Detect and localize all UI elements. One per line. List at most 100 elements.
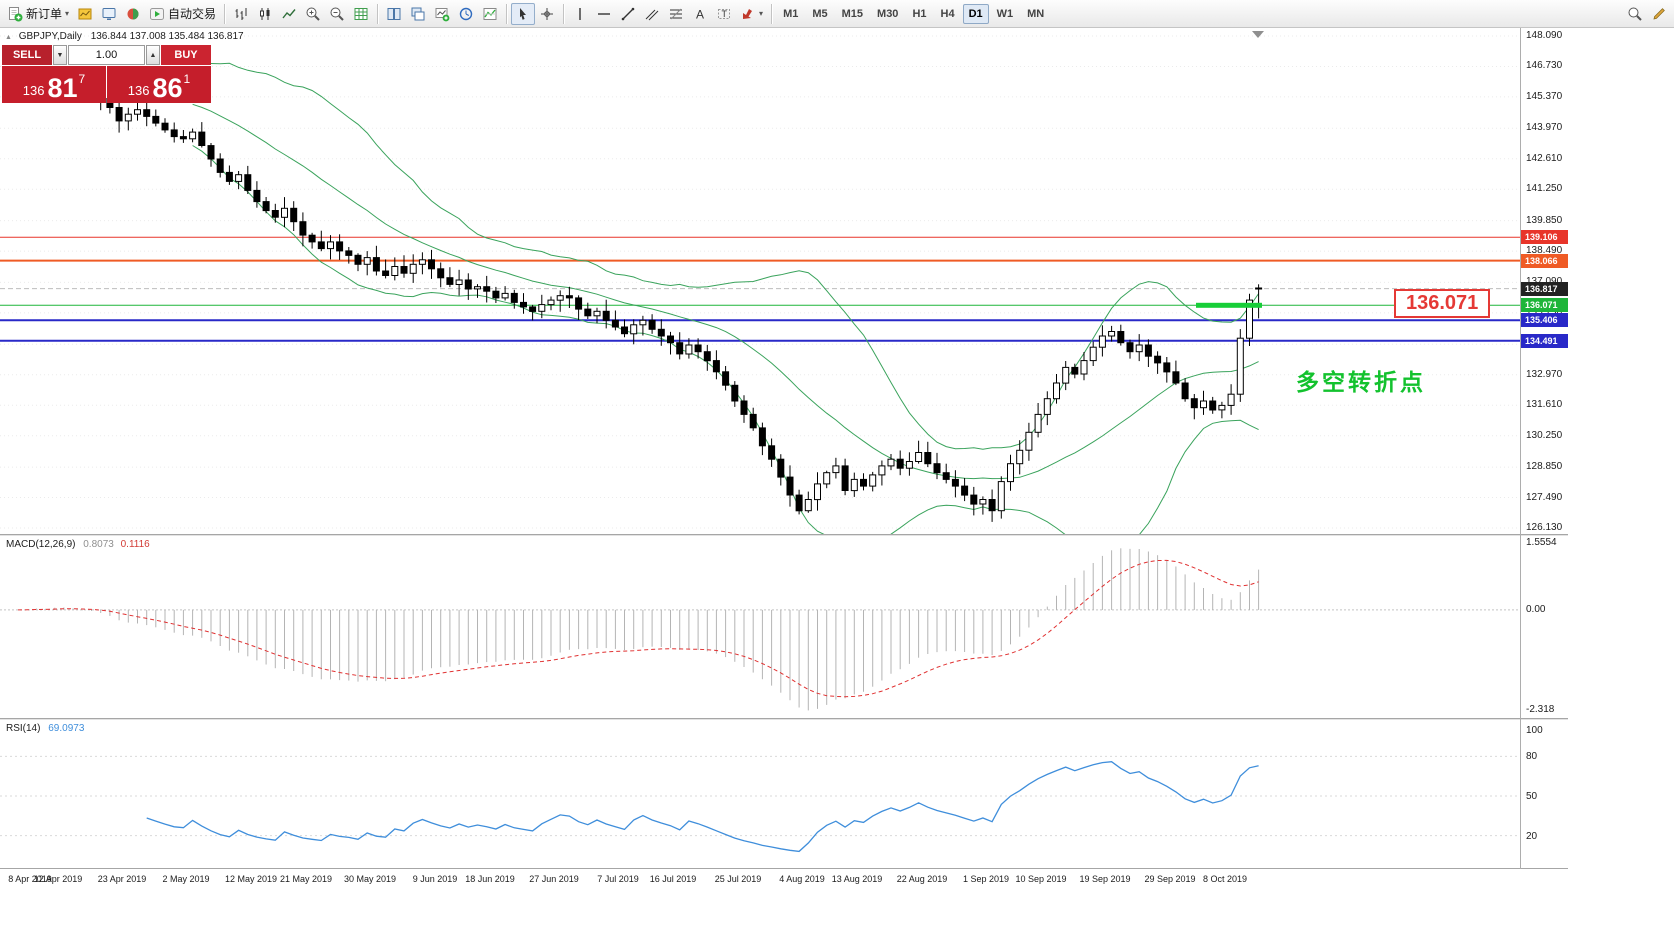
bar-chart-button[interactable] xyxy=(229,3,253,25)
time-axis-label: 12 Apr 2019 xyxy=(33,874,83,884)
chart-title: ▲ GBPJPY,Daily 136.844 137.008 135.484 1… xyxy=(5,31,244,42)
autotrade-play-icon xyxy=(150,7,165,20)
monitor-icon xyxy=(102,7,116,20)
panel-separator[interactable] xyxy=(0,718,1568,720)
cursor-icon xyxy=(520,7,527,20)
grid-toggle-button[interactable] xyxy=(349,3,373,25)
price-annotation-box: 136.071 xyxy=(1394,289,1491,318)
chart-profile-button[interactable] xyxy=(73,3,97,25)
dropdown-caret-icon: ▾ xyxy=(759,9,764,18)
timeframe-h1-button[interactable]: H1 xyxy=(912,7,927,20)
timeframe-d1-button[interactable]: D1 xyxy=(962,3,989,24)
arrows-tool-button[interactable]: ▾ xyxy=(736,3,767,25)
sell-price-point: 7 xyxy=(78,72,86,86)
timeframe-mn-button[interactable]: MN xyxy=(1027,7,1045,20)
horizontal-line-icon xyxy=(598,12,611,15)
new-order-button[interactable]: 新订单 ▾ xyxy=(3,3,73,25)
crosshair-icon xyxy=(541,7,554,20)
data-window-icon xyxy=(127,8,139,19)
sell-button[interactable]: SELL xyxy=(2,45,52,65)
one-click-trade-panel: SELL ▼ 1.00 ▲ BUY 136 81 7 136 86 1 xyxy=(2,45,211,103)
sell-price-button[interactable]: 136 81 7 xyxy=(2,66,106,103)
channel-icon xyxy=(645,9,659,20)
svg-text:A: A xyxy=(696,7,704,21)
time-axis[interactable]: 8 Apr 2019 12 Apr 2019 23 Apr 2019 2 May 20… xyxy=(0,868,1568,893)
toolbar-separator xyxy=(563,3,565,24)
panel-separator[interactable] xyxy=(0,534,1568,536)
cascade-windows-button[interactable] xyxy=(406,3,430,25)
trendline-tool-button[interactable] xyxy=(616,3,640,25)
buy-price-main: 136 xyxy=(127,82,150,98)
crosshair-tool-button[interactable] xyxy=(535,3,559,25)
autotrade-label: 自动交易 xyxy=(168,7,217,21)
time-axis-label: 10 Sep 2019 xyxy=(1015,874,1067,884)
new-chart-button[interactable] xyxy=(430,3,454,25)
svg-text:T: T xyxy=(722,9,728,19)
macd-header: MACD(12,26,9) 0.8073 0.1116 xyxy=(6,539,150,550)
ohlc-values: 136.844 137.008 135.484 136.817 xyxy=(90,31,244,42)
zoom-in-button[interactable] xyxy=(301,3,325,25)
vertical-line-icon xyxy=(579,7,581,20)
buy-button[interactable]: BUY xyxy=(161,45,211,65)
macd-chart[interactable] xyxy=(0,536,1520,718)
profile-icon xyxy=(78,8,92,19)
zoom-out-button[interactable] xyxy=(325,3,349,25)
timeframe-m5-button[interactable]: M5 xyxy=(812,7,828,20)
timeframe-m1-button[interactable]: M1 xyxy=(783,7,799,20)
timeframe-h4-button[interactable]: H4 xyxy=(940,7,955,20)
candlestick-chart-button[interactable] xyxy=(253,3,277,25)
fibonacci-tool-button[interactable] xyxy=(664,3,688,25)
timeframe-w1-button[interactable]: W1 xyxy=(996,7,1014,20)
vertical-line-tool-button[interactable] xyxy=(568,3,592,25)
indicators-button[interactable] xyxy=(478,3,502,25)
pencil-icon xyxy=(1653,7,1665,20)
edit-button[interactable] xyxy=(1647,3,1671,25)
arrow-shape-icon xyxy=(743,8,753,19)
line-chart-button[interactable] xyxy=(277,3,301,25)
symbol-label: GBPJPY,Daily xyxy=(18,31,82,42)
spinner-down-icon: ▼ xyxy=(56,51,64,59)
time-axis-label: 1 Sep 2019 xyxy=(962,874,1010,884)
tile-windows-button[interactable] xyxy=(382,3,406,25)
market-watch-button[interactable] xyxy=(97,3,121,25)
time-axis-label: 8 Apr 2019 xyxy=(8,874,52,884)
volume-down-button[interactable]: ▼ xyxy=(53,45,67,65)
tile-windows-icon xyxy=(387,7,401,20)
volume-up-button[interactable]: ▲ xyxy=(146,45,160,65)
new-order-icon xyxy=(9,6,23,21)
candlestick-chart[interactable] xyxy=(0,28,1520,552)
timeframe-m15-button[interactable]: M15 xyxy=(841,7,864,20)
horizontal-line-tool-button[interactable] xyxy=(592,3,616,25)
timeframe-m30-button[interactable]: M30 xyxy=(877,7,899,20)
buy-price-button[interactable]: 136 86 1 xyxy=(107,66,211,103)
trendline-icon xyxy=(621,7,635,20)
text-tool-button[interactable]: A xyxy=(688,3,712,25)
cascade-windows-icon xyxy=(411,7,425,20)
search-button[interactable] xyxy=(1623,3,1647,25)
toolbar-separator xyxy=(771,3,773,24)
sell-price-main: 136 xyxy=(22,82,45,98)
autotrade-button[interactable]: 自动交易 xyxy=(145,3,220,25)
panel-collapse-icon[interactable]: ▲ xyxy=(5,34,12,41)
rsi-chart[interactable] xyxy=(0,720,1520,868)
volume-input[interactable]: 1.00 xyxy=(68,45,145,65)
zoom-out-icon xyxy=(330,7,344,21)
toolbar-separator xyxy=(224,3,226,24)
dropdown-caret-icon: ▾ xyxy=(65,9,70,18)
cycles-icon xyxy=(459,7,473,20)
rsi-label: RSI(14) xyxy=(6,723,41,734)
toolbar-separator xyxy=(377,3,379,24)
time-axis-label: 8 Oct 2019 xyxy=(1202,874,1248,884)
time-axis-label: 16 Jul 2019 xyxy=(649,874,697,884)
main-chart-panel xyxy=(0,28,1568,552)
time-axis-label: 30 May 2019 xyxy=(343,874,397,884)
buy-price-pips: 86 xyxy=(152,73,183,104)
data-window-button[interactable] xyxy=(121,3,145,25)
label-tool-button[interactable]: T xyxy=(712,3,736,25)
channel-tool-button[interactable] xyxy=(640,3,664,25)
cycles-button[interactable] xyxy=(454,3,478,25)
time-axis-label: 29 Sep 2019 xyxy=(1144,874,1196,884)
cursor-tool-button[interactable] xyxy=(511,2,536,25)
time-axis-label: 25 Jul 2019 xyxy=(714,874,762,884)
time-axis-label: 4 Aug 2019 xyxy=(779,874,825,884)
